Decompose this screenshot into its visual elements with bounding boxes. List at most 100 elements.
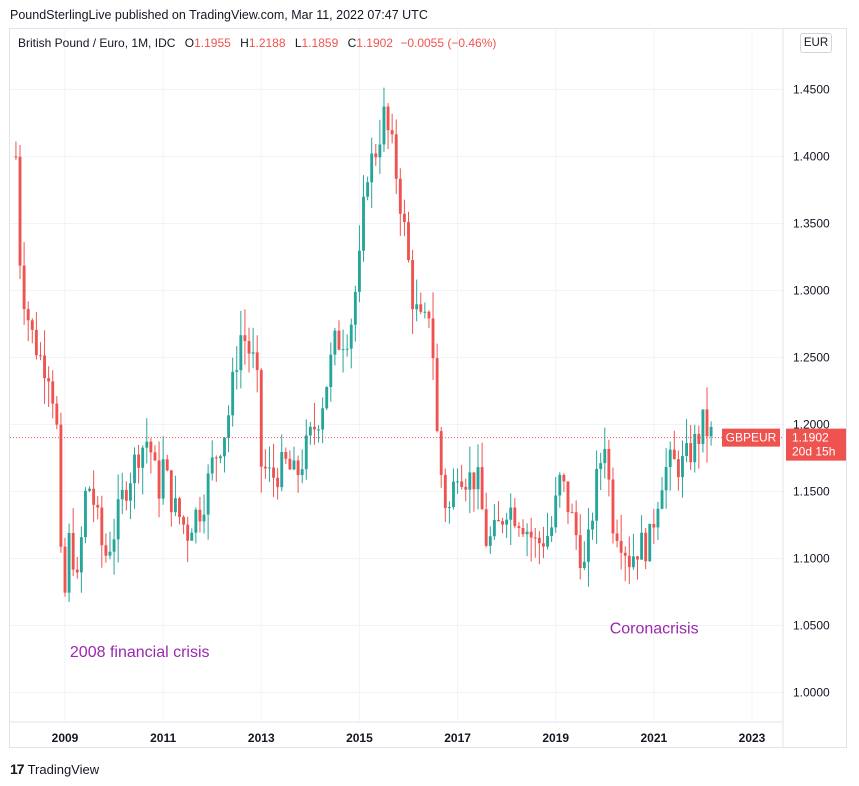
candle-body xyxy=(84,490,87,538)
y-tick-label: 1.3500 xyxy=(793,217,830,231)
candle-body xyxy=(178,498,181,518)
candle-body xyxy=(488,536,492,546)
candle-body xyxy=(153,452,157,461)
candle-body xyxy=(623,552,627,556)
candle-body xyxy=(394,134,398,179)
candle-body xyxy=(357,250,361,292)
candle-body xyxy=(525,531,529,535)
candle-body xyxy=(268,467,271,469)
candle-body xyxy=(595,468,599,521)
candle-body xyxy=(280,451,284,488)
chart-annotation: Coronacrisis xyxy=(610,621,699,638)
candle-body xyxy=(157,460,161,499)
ohlc-legend: British Pound / Euro, 1M, IDC O1.1955 H1… xyxy=(18,36,496,50)
candle-body xyxy=(329,354,333,387)
candle-body xyxy=(615,533,619,541)
chart-frame xyxy=(9,28,847,748)
candle-body xyxy=(660,490,664,509)
candle-body xyxy=(300,469,304,476)
x-tick-label: 2009 xyxy=(52,731,79,745)
candle-body xyxy=(210,457,214,474)
candle-body xyxy=(366,182,370,197)
candle-body xyxy=(419,304,423,312)
candle-body xyxy=(472,472,476,490)
candle-body xyxy=(255,352,259,371)
x-tick-label: 2015 xyxy=(346,731,373,745)
tradingview-footer[interactable]: 17 TradingView xyxy=(10,761,99,777)
candle-body xyxy=(484,509,488,546)
candle-body xyxy=(276,477,280,488)
candle-body xyxy=(292,460,296,470)
candle-body xyxy=(423,311,427,313)
candle-body xyxy=(685,443,689,457)
candle-body xyxy=(574,512,578,536)
candle-body xyxy=(341,349,345,351)
candle-body xyxy=(92,488,96,505)
y-tick-label: 1.0500 xyxy=(793,619,830,633)
change-value: −0.0055 (−0.46%) xyxy=(400,36,497,50)
y-tick-label: 1.0000 xyxy=(793,686,830,700)
high-label: H xyxy=(240,36,249,50)
candle-body xyxy=(402,213,406,223)
candle-body xyxy=(34,329,38,356)
candle-body xyxy=(190,532,194,541)
candle-body xyxy=(452,481,455,508)
candle-body xyxy=(231,371,235,416)
candle-body xyxy=(570,512,574,514)
candle-body xyxy=(259,370,263,467)
candle-body xyxy=(18,156,22,266)
candle-body xyxy=(591,520,594,530)
candle-body xyxy=(325,386,329,409)
price-tag xyxy=(786,428,846,461)
x-tick-label: 2019 xyxy=(542,731,569,745)
candle-body xyxy=(96,504,100,508)
candle-body xyxy=(30,320,34,330)
candle-body xyxy=(603,448,607,464)
candle-body xyxy=(333,330,337,355)
candle-body xyxy=(321,408,325,430)
candle-body xyxy=(182,517,186,525)
candle-body xyxy=(492,520,496,537)
candle-body xyxy=(505,519,509,525)
candle-body xyxy=(337,330,341,350)
x-tick-label: 2023 xyxy=(739,731,766,745)
candle-body xyxy=(533,537,537,539)
candle-body xyxy=(186,524,190,541)
candle-body xyxy=(415,304,419,310)
chart-annotation: 2008 financial crisis xyxy=(70,644,210,661)
candle-body xyxy=(67,532,71,593)
candle-body xyxy=(51,381,55,404)
candle-body xyxy=(374,153,378,158)
candle-body xyxy=(79,537,83,573)
currency-button[interactable]: EUR xyxy=(800,33,832,53)
candle-body xyxy=(611,479,615,534)
symbol-title[interactable]: British Pound / Euro, 1M, IDC xyxy=(18,36,176,50)
candle-body xyxy=(689,443,693,463)
low-label: L xyxy=(294,36,302,50)
symbol-tag xyxy=(722,428,780,447)
candle-body xyxy=(476,467,480,490)
candle-body xyxy=(223,437,226,457)
candle-body xyxy=(407,222,410,261)
candle-body xyxy=(435,358,439,432)
y-tick-label: 1.1500 xyxy=(793,485,830,499)
candle-body xyxy=(239,335,243,371)
tradingview-logo-icon: 17 xyxy=(10,761,25,777)
candle-body xyxy=(317,429,320,431)
candle-body xyxy=(169,470,173,513)
candle-body xyxy=(411,260,415,310)
candle-body xyxy=(427,311,431,319)
x-tick-label: 2013 xyxy=(248,731,275,745)
candle-body xyxy=(586,529,590,562)
candle-body xyxy=(59,424,63,547)
candle-body xyxy=(513,507,517,527)
candle-body xyxy=(636,556,639,560)
candle-body xyxy=(443,474,447,508)
candle-body xyxy=(100,507,104,546)
close-value: 1.1902 xyxy=(356,36,393,50)
x-tick-label: 2011 xyxy=(150,731,176,745)
candle-body xyxy=(308,426,312,436)
candle-body xyxy=(26,309,30,321)
